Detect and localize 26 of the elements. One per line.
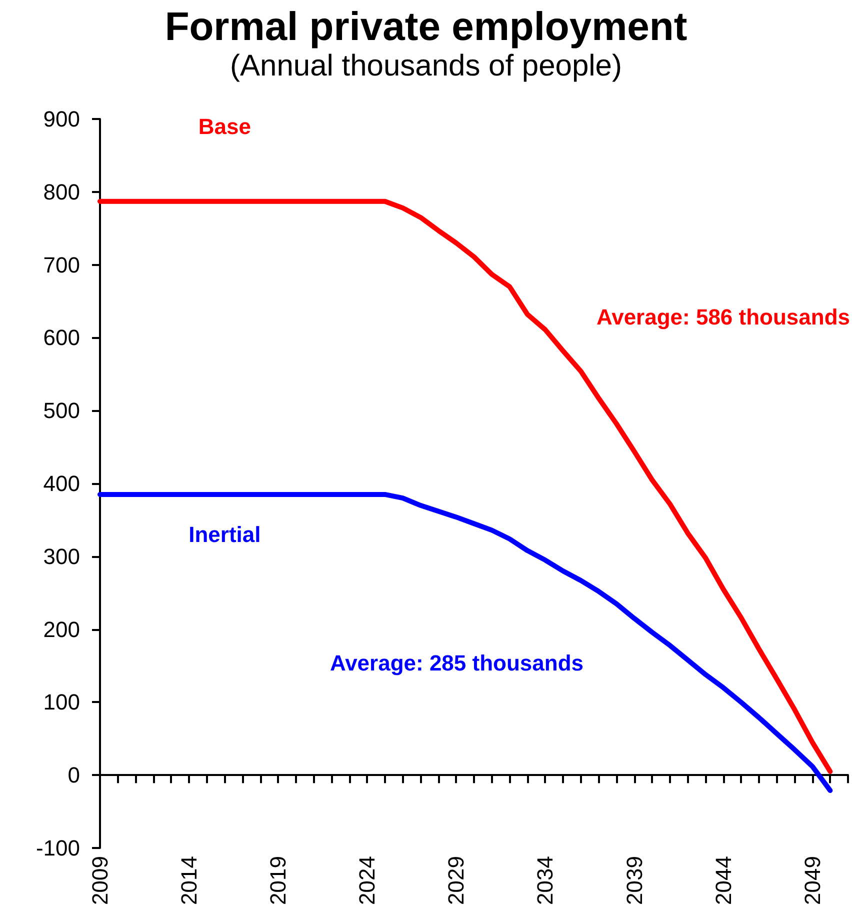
y-tick-label: 700: [43, 252, 80, 278]
chart-subtitle: (Annual thousands of people): [230, 50, 622, 82]
series-label: Inertial: [188, 522, 261, 547]
y-tick-label: 800: [43, 179, 80, 204]
x-tick-label: 2019: [266, 856, 291, 906]
y-tick-label: 600: [43, 325, 80, 350]
annotation: Average: 586 thousands: [596, 304, 850, 330]
y-tick-label: 400: [43, 471, 80, 496]
x-tick-label: 2044: [710, 856, 736, 906]
text: Base: [198, 114, 251, 139]
y-tick-label: 300: [43, 544, 80, 569]
x-tick-label: 2049: [800, 856, 825, 906]
x-tick-label: 2024: [354, 856, 380, 906]
y-tick-label: 900: [43, 106, 80, 132]
chart-title: Formal private employment: [164, 5, 688, 49]
x-tick-label: 2014: [176, 856, 202, 906]
x-tick-label: 2029: [444, 856, 469, 906]
y-tick-label: 0: [68, 762, 80, 788]
y-tick-label: 200: [43, 616, 80, 642]
y-tick-label: -100: [36, 836, 80, 861]
x-tick-label: 2034: [532, 856, 558, 906]
y-tick-label: 500: [43, 398, 80, 424]
x-tick-label: 2039: [622, 856, 647, 906]
annotation: Average: 285 thousands: [330, 650, 584, 676]
y-tick-label: 100: [43, 690, 80, 715]
x-tick-label: 2009: [88, 856, 112, 906]
